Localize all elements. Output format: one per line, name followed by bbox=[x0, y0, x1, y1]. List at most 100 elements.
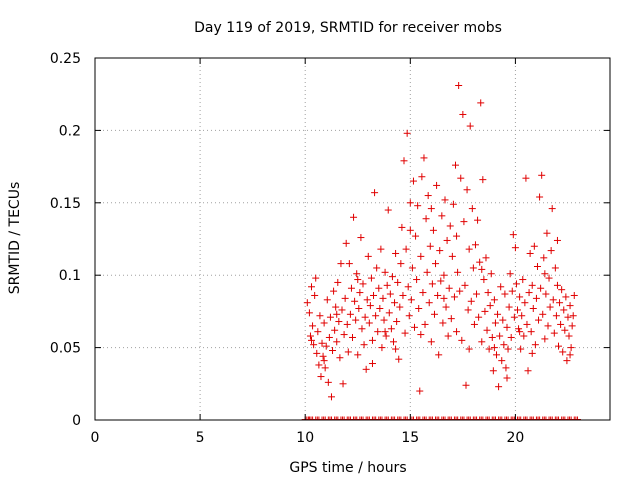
data-point bbox=[349, 333, 356, 341]
data-point bbox=[466, 122, 474, 130]
data-point bbox=[395, 355, 403, 363]
data-point bbox=[566, 351, 574, 359]
data-point bbox=[345, 260, 353, 268]
data-point bbox=[440, 271, 448, 279]
y-tick-label: 0 bbox=[72, 413, 81, 429]
y-tick-label: 0.25 bbox=[50, 51, 81, 67]
data-point bbox=[567, 344, 575, 352]
data-point bbox=[306, 332, 314, 340]
data-point bbox=[364, 252, 372, 260]
data-point bbox=[368, 336, 376, 344]
data-point bbox=[368, 360, 376, 368]
data-point bbox=[508, 287, 516, 295]
y-tick-label: 0.2 bbox=[59, 123, 81, 139]
data-point bbox=[383, 281, 391, 289]
data-point bbox=[393, 318, 401, 326]
data-point bbox=[308, 336, 316, 344]
data-point bbox=[537, 284, 545, 292]
data-point bbox=[502, 364, 510, 372]
data-point bbox=[494, 310, 502, 318]
data-point bbox=[381, 268, 389, 276]
data-point bbox=[452, 161, 459, 169]
data-point bbox=[490, 296, 498, 304]
data-point bbox=[475, 313, 483, 321]
data-point bbox=[551, 264, 559, 272]
data-point bbox=[354, 351, 362, 359]
data-point bbox=[350, 213, 358, 221]
data-point bbox=[511, 244, 519, 252]
data-point bbox=[518, 312, 526, 320]
data-point bbox=[529, 305, 537, 313]
data-point bbox=[535, 316, 543, 324]
data-point bbox=[570, 291, 578, 299]
data-point bbox=[420, 154, 428, 162]
data-point bbox=[460, 218, 468, 226]
data-point bbox=[418, 173, 426, 181]
data-point bbox=[392, 249, 400, 257]
data-point bbox=[542, 290, 550, 298]
data-point bbox=[516, 328, 524, 336]
data-point bbox=[568, 322, 576, 330]
data-point bbox=[505, 303, 513, 311]
data-point bbox=[433, 181, 441, 189]
data-point bbox=[506, 270, 514, 278]
data-point bbox=[519, 276, 527, 284]
data-point bbox=[483, 326, 491, 334]
data-point bbox=[500, 341, 508, 349]
axis-ticks bbox=[94, 57, 610, 421]
data-point bbox=[406, 226, 414, 234]
data-point bbox=[547, 247, 555, 255]
data-point bbox=[510, 313, 518, 321]
data-point bbox=[343, 320, 351, 328]
data-point bbox=[321, 364, 329, 372]
y-tick-label: 0.05 bbox=[50, 341, 81, 357]
data-point bbox=[517, 345, 525, 353]
data-point bbox=[419, 289, 427, 297]
data-point bbox=[569, 312, 577, 320]
data-point bbox=[428, 280, 436, 288]
data-point bbox=[396, 303, 404, 311]
data-point bbox=[392, 345, 400, 353]
data-point bbox=[548, 205, 556, 213]
data-point bbox=[378, 344, 386, 352]
data-point bbox=[382, 332, 390, 340]
data-point bbox=[432, 260, 440, 268]
data-point bbox=[446, 222, 454, 230]
data-point bbox=[381, 328, 389, 336]
data-point bbox=[400, 157, 408, 165]
data-point bbox=[525, 289, 533, 297]
data-point bbox=[478, 338, 486, 346]
data-point bbox=[441, 196, 449, 204]
data-point bbox=[387, 325, 395, 333]
data-point bbox=[526, 249, 534, 257]
data-point bbox=[553, 281, 561, 289]
data-point bbox=[372, 312, 380, 320]
data-point bbox=[552, 312, 560, 320]
data-point bbox=[443, 236, 451, 244]
data-point bbox=[398, 223, 406, 231]
data-point bbox=[463, 186, 471, 194]
data-point bbox=[437, 277, 445, 285]
data-point bbox=[531, 341, 539, 349]
data-point bbox=[499, 316, 507, 324]
data-point bbox=[408, 264, 416, 272]
data-point bbox=[442, 303, 450, 311]
data-point bbox=[503, 323, 511, 331]
data-point bbox=[538, 171, 546, 179]
y-axis-label: SRMTID / TECUs bbox=[7, 182, 23, 295]
data-point bbox=[565, 332, 573, 340]
data-point bbox=[485, 345, 493, 353]
data-point bbox=[384, 206, 392, 214]
data-point bbox=[337, 260, 345, 268]
data-point bbox=[318, 339, 326, 347]
data-point bbox=[409, 177, 417, 185]
data-point bbox=[401, 329, 409, 337]
data-point bbox=[371, 189, 379, 197]
data-point bbox=[473, 290, 481, 298]
data-point bbox=[439, 319, 447, 327]
data-point bbox=[308, 283, 316, 291]
data-point bbox=[527, 328, 535, 336]
data-point bbox=[474, 216, 482, 224]
data-point bbox=[553, 236, 561, 244]
data-point bbox=[467, 297, 475, 305]
